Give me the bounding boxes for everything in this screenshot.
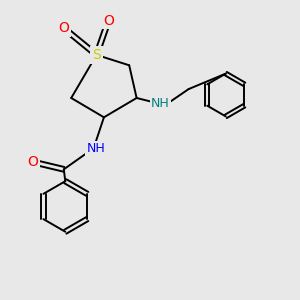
Text: O: O	[103, 14, 114, 28]
Text: S: S	[92, 48, 101, 62]
Text: NH: NH	[151, 98, 170, 110]
Text: O: O	[58, 21, 69, 35]
Text: NH: NH	[86, 142, 105, 155]
Text: O: O	[27, 155, 38, 169]
